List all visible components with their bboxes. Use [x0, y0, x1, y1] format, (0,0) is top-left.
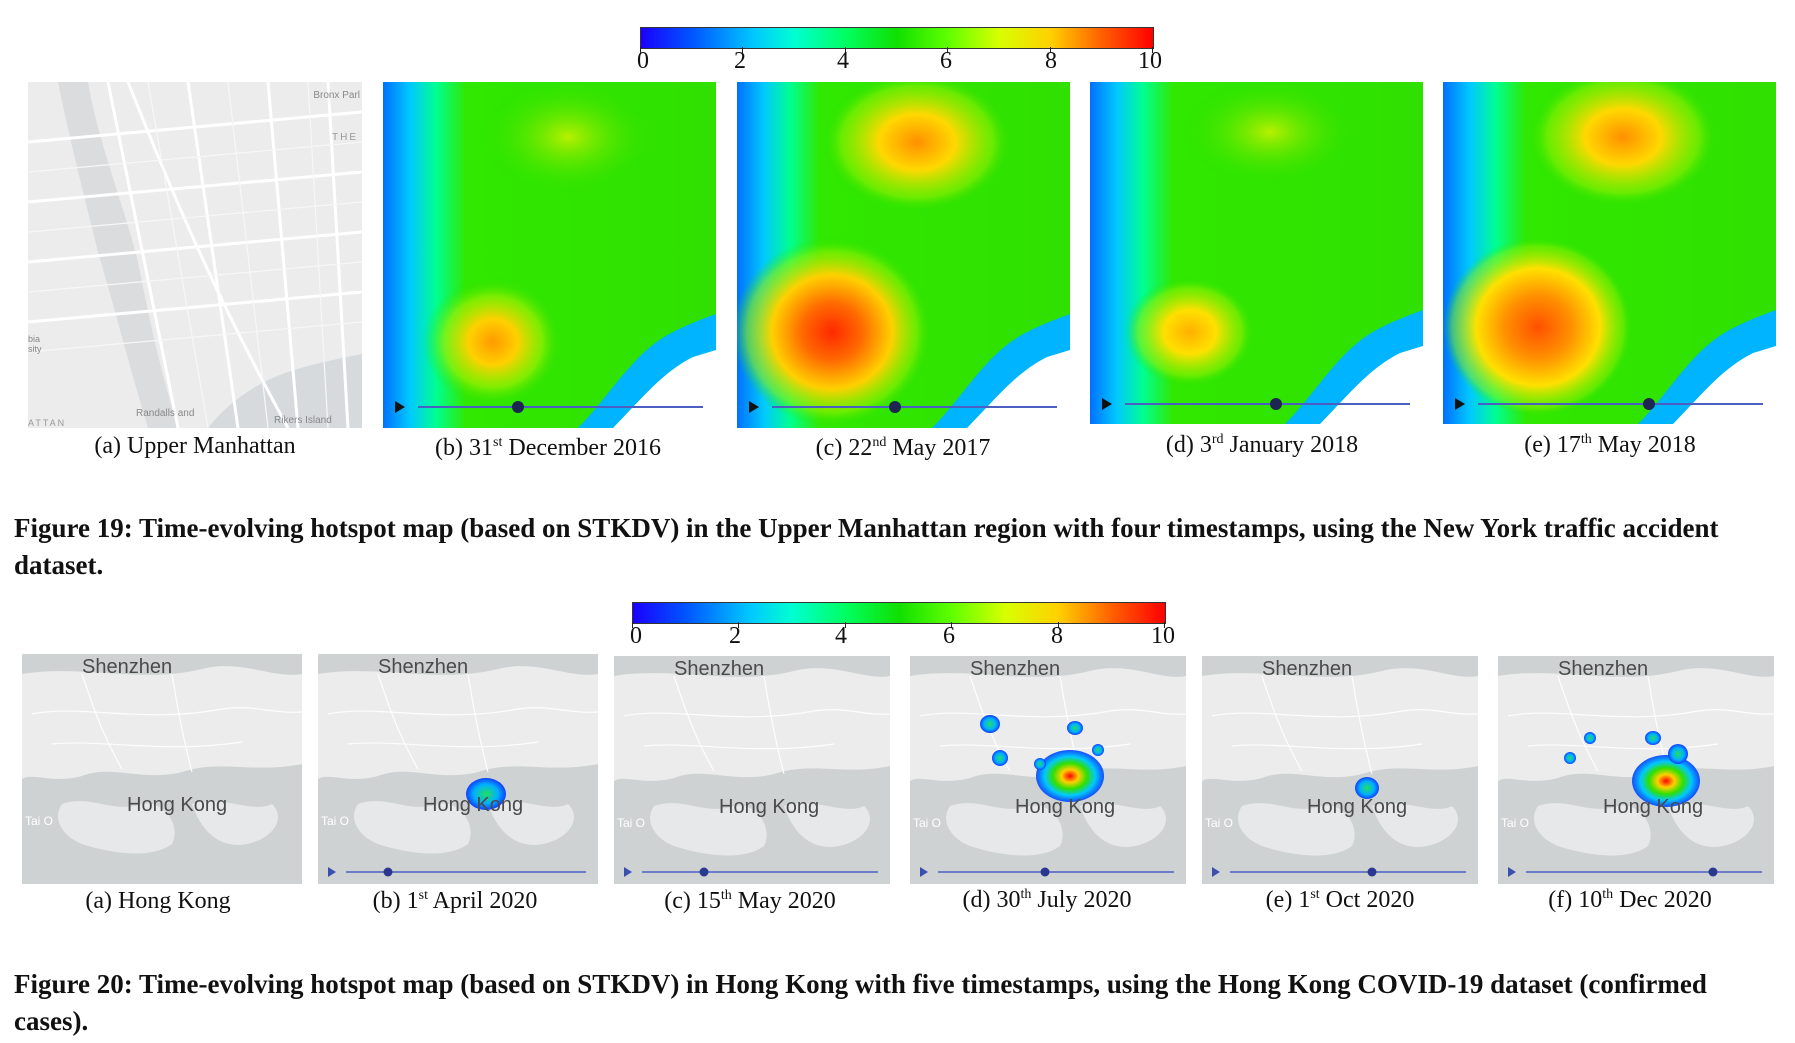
subcaption-hk-f: (f) 10th Dec 2020: [1548, 887, 1712, 913]
map-label-hong-kong: Hong Kong: [719, 796, 820, 818]
hk-map-panel-c: Shenzhen Hong Kong Tai O: [614, 656, 890, 884]
subcaption-d: (d) 3rd January 2018: [1165, 432, 1359, 458]
tick-label: 0: [637, 48, 649, 74]
hk-map-panel-e: Shenzhen Hong Kong Tai O: [1202, 656, 1478, 884]
map-label-tai-o: Tai O: [1205, 816, 1234, 830]
figure-20-caption: Figure 20: Time-evolving hotspot map (ba…: [14, 969, 1707, 1036]
map-label-shenzhen: Shenzhen: [378, 656, 469, 678]
hk-map-panel-f: Shenzhen Hong Kong Tai O: [1498, 656, 1774, 884]
subcaption-hk-a: (a) Hong Kong: [85, 888, 231, 914]
tick-label: 4: [837, 48, 849, 74]
tick-label: 6: [940, 48, 952, 74]
heatmap-panel-c: [737, 82, 1070, 428]
tick-label: 2: [729, 623, 741, 649]
figure-19-caption: Figure 19: Time-evolving hotspot map (ba…: [14, 513, 1719, 580]
hk-map-panel-a: Shenzhen Hong Kong Tai O: [22, 654, 302, 884]
map-label-tai-o: Tai O: [1501, 816, 1530, 830]
map-label-hong-kong: Hong Kong: [1603, 796, 1704, 818]
subcaption-hk-e: (e) 1st Oct 2020: [1265, 887, 1415, 913]
map-label-tai-o: Tai O: [617, 816, 646, 830]
subcaption-e: (e) 17th May 2018: [1524, 432, 1696, 458]
tick-label: 6: [943, 623, 955, 649]
map-label-hong-kong: Hong Kong: [127, 794, 228, 816]
subcaption-hk-c: (c) 15th May 2020: [664, 888, 836, 914]
tick-label: 10: [1138, 48, 1162, 74]
tick-label: 8: [1051, 623, 1063, 649]
subcaption-c: (c) 22nd May 2017: [815, 435, 991, 461]
figure-19: 0 2 4 6 8 10 Bronx Parl THE bia sity Ran…: [0, 0, 1795, 580]
subcaption-hk-b: (b) 1st April 2020: [372, 888, 538, 914]
map-label-shenzhen: Shenzhen: [674, 658, 765, 680]
map-label-attan: ATTAN: [28, 418, 67, 428]
colorbar-fig19: 0 2 4 6 8 10: [637, 27, 1162, 77]
map-label-randalls: Randalls and: [136, 408, 195, 419]
heatmap-panel-d: [1090, 82, 1423, 424]
subcaption-b: (b) 31st December 2016: [435, 435, 661, 461]
heatmap-panel-e: [1443, 82, 1776, 424]
map-label-shenzhen: Shenzhen: [1262, 658, 1353, 680]
subcaption-hk-d: (d) 30th July 2020: [962, 887, 1132, 913]
map-label-tai-o: Tai O: [321, 814, 350, 828]
map-label-shenzhen: Shenzhen: [970, 658, 1061, 680]
panel-upper-manhattan-basemap: Bronx Parl THE bia sity Randalls and Rik…: [28, 82, 362, 428]
map-label-columbia: bia sity: [28, 334, 42, 354]
hk-map-panel-b: Shenzhen Hong Kong Tai O: [318, 654, 598, 884]
colorbar-gradient: [632, 602, 1166, 624]
map-label-tai-o: Tai O: [25, 814, 54, 828]
map-label-shenzhen: Shenzhen: [82, 656, 173, 678]
map-label-hong-kong: Hong Kong: [1015, 796, 1116, 818]
map-label-shenzhen: Shenzhen: [1558, 658, 1649, 680]
colorbar-gradient: [640, 27, 1154, 49]
colorbar-fig20: 0 2 4 6 8 10: [630, 602, 1175, 652]
heatmap-panel-b: [383, 82, 716, 428]
tick-label: 0: [630, 623, 642, 649]
map-label-tai-o: Tai O: [913, 816, 942, 830]
tick-label: 4: [835, 623, 847, 649]
map-label-rikers: Rikers Island: [274, 415, 332, 426]
hk-map-panel-d: Shenzhen Hong Kong Tai O: [910, 656, 1186, 884]
tick-label: 8: [1045, 48, 1057, 74]
tick-label: 2: [734, 48, 746, 74]
map-label-hong-kong: Hong Kong: [423, 794, 524, 816]
map-label-bronx: Bronx Parl: [313, 90, 360, 101]
map-label-hong-kong: Hong Kong: [1307, 796, 1408, 818]
map-label-the: THE: [332, 132, 358, 143]
subcaption-a: (a) Upper Manhattan: [94, 433, 296, 459]
tick-label: 10: [1151, 623, 1175, 649]
